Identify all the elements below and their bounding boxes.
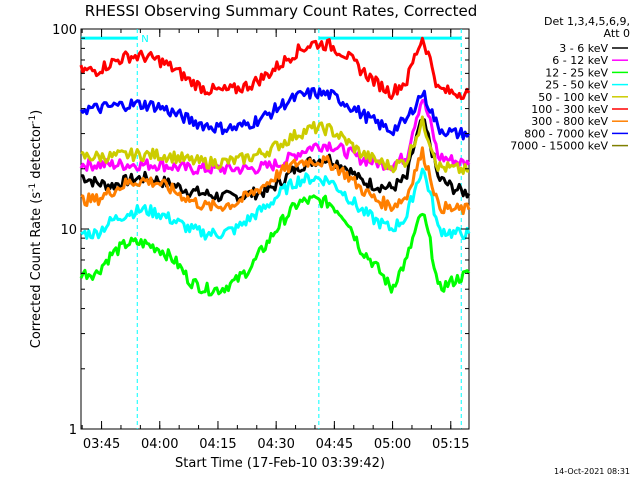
- y-axis-label-exp-1: -1: [28, 183, 38, 192]
- x-tick-label: 04:30: [257, 437, 294, 452]
- legend-label: 25 - 50 keV: [545, 79, 608, 92]
- legend-label: 6 - 12 keV: [552, 54, 608, 67]
- legend-header-attenuator: Att 0: [604, 27, 630, 40]
- plot-frame: [80, 28, 470, 430]
- x-tick-label: 04:45: [316, 437, 353, 452]
- y-axis-label-tail: detector: [29, 123, 44, 183]
- y-axis-ticks: 1 10 100: [52, 23, 469, 438]
- y-tick-label: 100: [52, 23, 77, 38]
- legend-label: 50 - 100 keV: [538, 91, 608, 104]
- night-marker-label: N: [141, 34, 148, 45]
- y-axis-label-exp-2: -1: [28, 115, 38, 124]
- x-axis-label: Start Time (17-Feb-10 03:39:42): [175, 456, 385, 471]
- legend-label: 300 - 800 keV: [531, 115, 608, 128]
- legend-label: 12 - 25 keV: [545, 66, 608, 79]
- series-line-25-50keV: [80, 167, 471, 241]
- series-line-50-100keV: [80, 115, 470, 175]
- x-tick-label: 04:15: [199, 437, 236, 452]
- y-axis-label-close: ): [29, 110, 44, 115]
- chart-title: RHESSI Observing Summary Count Rates, Co…: [85, 2, 478, 20]
- y-axis-label: Corrected Count Rate (s-1 detector-1): [28, 110, 44, 348]
- series-line-12-25keV: [79, 194, 471, 297]
- x-tick-label: 04:00: [141, 437, 178, 452]
- series-line-300-800keV: [80, 146, 471, 216]
- legend-label: 100 - 300 keV: [531, 103, 608, 116]
- legend-label: 7000 - 15000 keV: [510, 140, 608, 153]
- legend-header-detectors: Det 1,3,4,5,6,9,: [544, 15, 630, 28]
- plot-area: N 03:45 04:00 04:15 04:30 04:45 05:00 05:15 11…: [52, 23, 471, 452]
- timestamp: 14-Oct-2021 08:31: [554, 467, 630, 476]
- legend-label: 800 - 7000 keV: [524, 127, 608, 140]
- x-tick-label: 05:15: [432, 437, 469, 452]
- y-axis-label-main: Corrected Count Rate (s: [29, 192, 44, 349]
- series-layer: [79, 36, 471, 297]
- series-line-100-300keV: [79, 36, 471, 101]
- y-tick-label: 10: [60, 223, 77, 238]
- night-indicator-layer: N: [81, 29, 462, 429]
- x-tick-label: 03:45: [83, 437, 120, 452]
- series-line-3-6keV: [81, 118, 471, 204]
- legend-label: 3 - 6 keV: [559, 42, 608, 55]
- y-tick-label: 1: [69, 423, 77, 438]
- x-axis-ticks: 03:45 04:00 04:15 04:30 04:45 05:00 05:15: [81, 29, 469, 452]
- series-line-800-7000keV: [79, 87, 471, 141]
- x-tick-label: 05:00: [374, 437, 411, 452]
